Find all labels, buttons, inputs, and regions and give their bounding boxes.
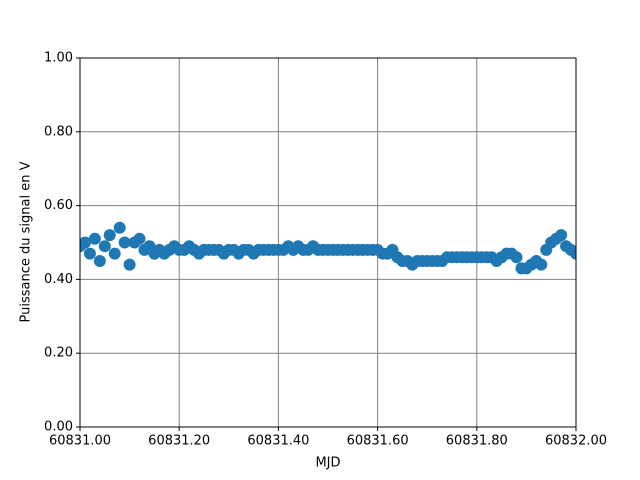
y-axis-label: Puissance du signal en V xyxy=(19,161,34,322)
point xyxy=(93,254,106,267)
x-tick-label: 60832.00 xyxy=(545,434,607,449)
y-tick-label: 0.80 xyxy=(44,124,73,139)
point xyxy=(535,258,548,271)
point xyxy=(88,232,101,245)
point xyxy=(108,247,121,260)
point xyxy=(123,258,136,271)
point xyxy=(80,236,91,249)
point xyxy=(113,221,126,234)
y-tick-label: 0.00 xyxy=(44,420,73,435)
x-tick-label: 60831.20 xyxy=(148,434,210,449)
point xyxy=(83,247,96,260)
point xyxy=(103,229,116,242)
point xyxy=(570,247,576,260)
plot-frame xyxy=(79,57,577,428)
point xyxy=(555,229,568,242)
x-tick-label: 60831.60 xyxy=(347,434,409,449)
x-tick-label: 60831.40 xyxy=(247,434,309,449)
point xyxy=(98,240,111,253)
point xyxy=(118,236,131,249)
x-axis-label: MJD xyxy=(315,456,340,471)
x-tick-label: 60831.80 xyxy=(446,434,508,449)
point xyxy=(510,251,523,264)
x-tick-label: 60831.00 xyxy=(49,434,111,449)
y-tick-label: 0.40 xyxy=(44,272,73,287)
y-tick-label: 1.00 xyxy=(44,51,73,66)
y-tick-label: 0.20 xyxy=(44,346,73,361)
y-tick-label: 0.60 xyxy=(44,198,73,213)
point xyxy=(133,232,146,245)
